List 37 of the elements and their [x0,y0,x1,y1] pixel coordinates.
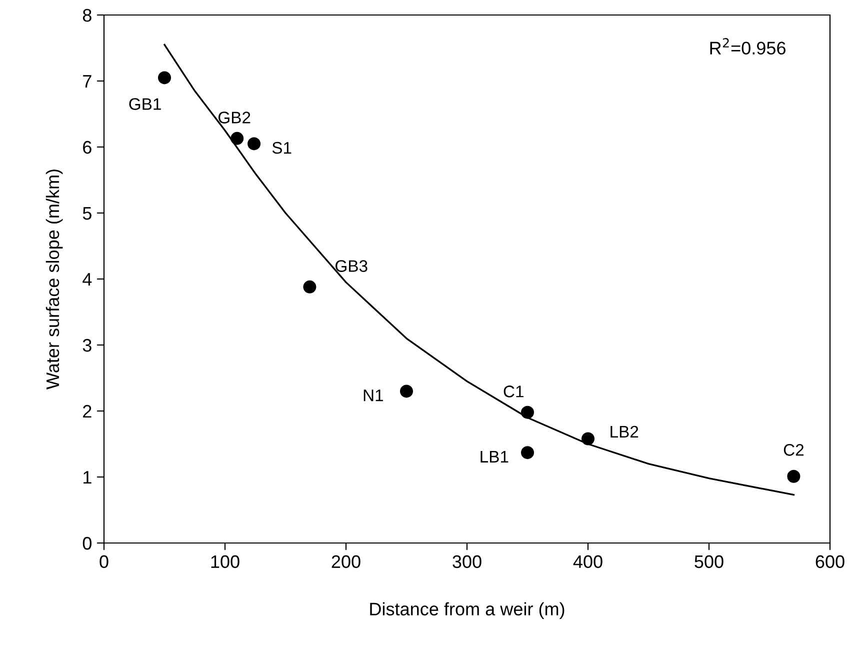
x-tick-label: 200 [332,555,360,568]
annotation: C1 [504,386,524,398]
y-tick-label: 6 [83,140,92,154]
annotation: LB2 [610,426,638,438]
point [520,446,534,460]
x-tick-label: 600 [816,555,844,568]
y-tick-label: 4 [82,273,92,286]
y-axis-title: Water surface slope (m/km) [46,170,63,390]
x-tick-label: 0 [100,555,108,568]
point [520,406,534,419]
point [230,132,244,145]
annotation: GB1 [129,98,161,110]
y-tick-label: 0 [82,536,92,550]
y-tick-label: 3 [82,338,92,352]
point [248,137,261,150]
y-tick-label: 8 [82,8,92,22]
annotation: R$^{2}$=0.956 [710,38,786,55]
y-tick-label: 5 [82,207,92,220]
x-tick-label: 100 [211,555,240,568]
point [400,384,414,398]
annotation: GB2 [218,112,250,124]
annotation: S1 [272,142,292,154]
point [158,71,172,84]
y-tick-label: 7 [83,75,92,88]
x-tick-label: 400 [573,555,602,568]
x-tick-label: 500 [694,555,724,568]
point [787,470,800,483]
annotation: GB3 [336,260,368,272]
annotation: LB1 [480,450,508,462]
x-tick-label: 300 [452,555,482,568]
annotation: N1 [364,390,384,402]
point [303,280,316,294]
y-tick-label: 1 [84,471,92,484]
point [581,432,595,446]
x-axis-title: Distance from a weir (m) [370,602,564,620]
annotation: C2 [784,444,804,456]
y-tick-label: 2 [83,404,92,418]
